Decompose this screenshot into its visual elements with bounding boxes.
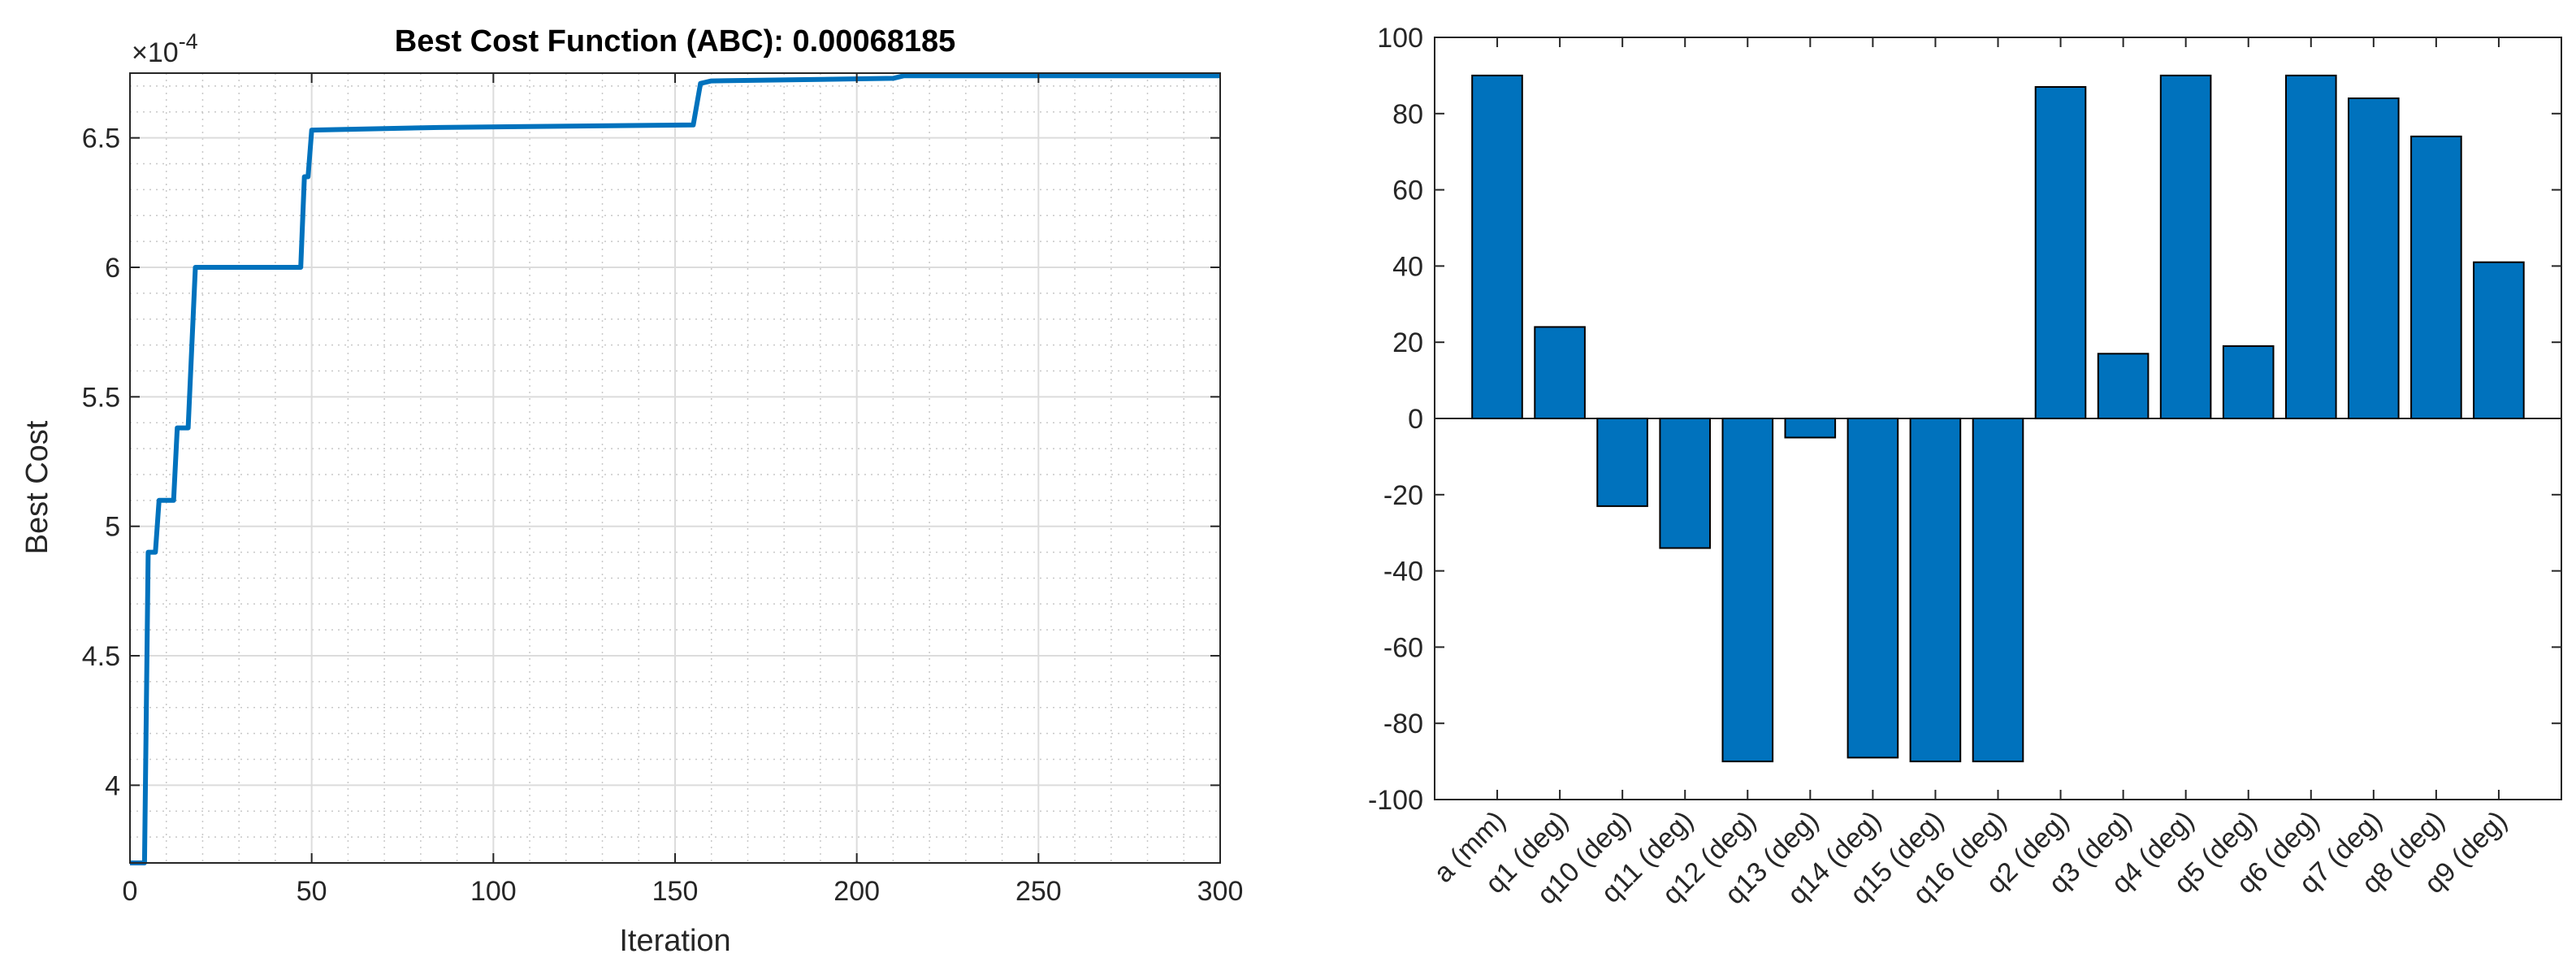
bar bbox=[1596, 418, 1648, 507]
x-tick-label: 50 bbox=[297, 876, 327, 907]
convergence-ticks bbox=[129, 73, 1221, 863]
x-axis-label: Iteration bbox=[619, 924, 730, 958]
bar-ticks bbox=[1435, 37, 2561, 800]
x-tick-label: 0 bbox=[123, 876, 138, 907]
bar bbox=[1972, 418, 2024, 763]
y-tick-label: 4 bbox=[105, 770, 120, 801]
bar-y-tick-label: -60 bbox=[1383, 632, 1423, 663]
bar-y-tick-label: 0 bbox=[1408, 404, 1423, 435]
best-cost-line bbox=[130, 73, 1220, 865]
bar bbox=[1846, 418, 1899, 759]
convergence-y-tick-labels: 4 4.5 5 5.5 6 6.5 bbox=[82, 124, 120, 802]
y-tick-label: 6 bbox=[105, 253, 120, 284]
convergence-major-grid bbox=[130, 73, 1220, 863]
convergence-title: Best Cost Function (ABC): 0.00068185 bbox=[395, 24, 956, 59]
x-tick-label: 300 bbox=[1197, 876, 1244, 907]
x-tick-label: 250 bbox=[1015, 876, 1062, 907]
y-exponent-power: -4 bbox=[179, 29, 198, 54]
bar bbox=[2034, 86, 2087, 419]
y-axis-label: Best Cost bbox=[20, 420, 54, 554]
bar bbox=[1471, 74, 1523, 420]
bar-y-tick-label: 80 bbox=[1392, 99, 1423, 130]
y-exponent-label: ×10-4 bbox=[132, 29, 198, 68]
bar-y-tick-label: 40 bbox=[1392, 251, 1423, 282]
bar-y-tick-label: -40 bbox=[1383, 557, 1423, 587]
y-tick-label: 5 bbox=[105, 512, 120, 543]
bar-y-tick-label: -20 bbox=[1383, 480, 1423, 511]
x-tick-label: 150 bbox=[652, 876, 699, 907]
bar bbox=[1784, 418, 1837, 439]
convergence-chart: 0 50 100 150 200 250 300 4 4.5 5 5.5 6 6.5 ×10-4 Be… bbox=[20, 24, 1243, 958]
y-exponent-base: ×10 bbox=[132, 37, 179, 68]
bar bbox=[2222, 345, 2275, 419]
bar bbox=[2473, 261, 2525, 420]
bar bbox=[1659, 418, 1712, 549]
parameter-bar-chart: -100 -80 -60 -40 -20 0 20 40 60 80 100 a (mm)q1 (d… bbox=[1368, 23, 2562, 911]
convergence-x-tick-labels: 0 50 100 150 200 250 300 bbox=[123, 876, 1244, 907]
x-tick-label: 100 bbox=[470, 876, 517, 907]
bar bbox=[1534, 326, 1586, 419]
bar bbox=[2159, 74, 2212, 420]
y-tick-label: 4.5 bbox=[82, 641, 120, 672]
y-tick-label: 5.5 bbox=[82, 382, 120, 413]
bar bbox=[2285, 74, 2337, 420]
bar bbox=[2097, 353, 2150, 419]
bar-y-tick-label: 20 bbox=[1392, 327, 1423, 358]
x-tick-label: 200 bbox=[833, 876, 880, 907]
bar-y-tick-labels: -100 -80 -60 -40 -20 0 20 40 60 80 100 bbox=[1368, 23, 1423, 816]
bar bbox=[2348, 98, 2400, 419]
bar-y-tick-label: 60 bbox=[1392, 176, 1423, 206]
y-tick-label: 6.5 bbox=[82, 124, 120, 154]
bar bbox=[1909, 418, 1962, 763]
bar-series bbox=[1471, 74, 2525, 763]
bar-y-tick-label: -100 bbox=[1368, 785, 1423, 816]
bar bbox=[1721, 418, 1774, 763]
bar-category-labels: a (mm)q1 (deg)q10 (deg)q11 (deg)q12 (deg… bbox=[1428, 805, 2513, 911]
bar-y-tick-label: -80 bbox=[1383, 709, 1423, 739]
bar bbox=[2410, 135, 2462, 419]
bar-y-tick-label: 100 bbox=[1377, 23, 1423, 54]
